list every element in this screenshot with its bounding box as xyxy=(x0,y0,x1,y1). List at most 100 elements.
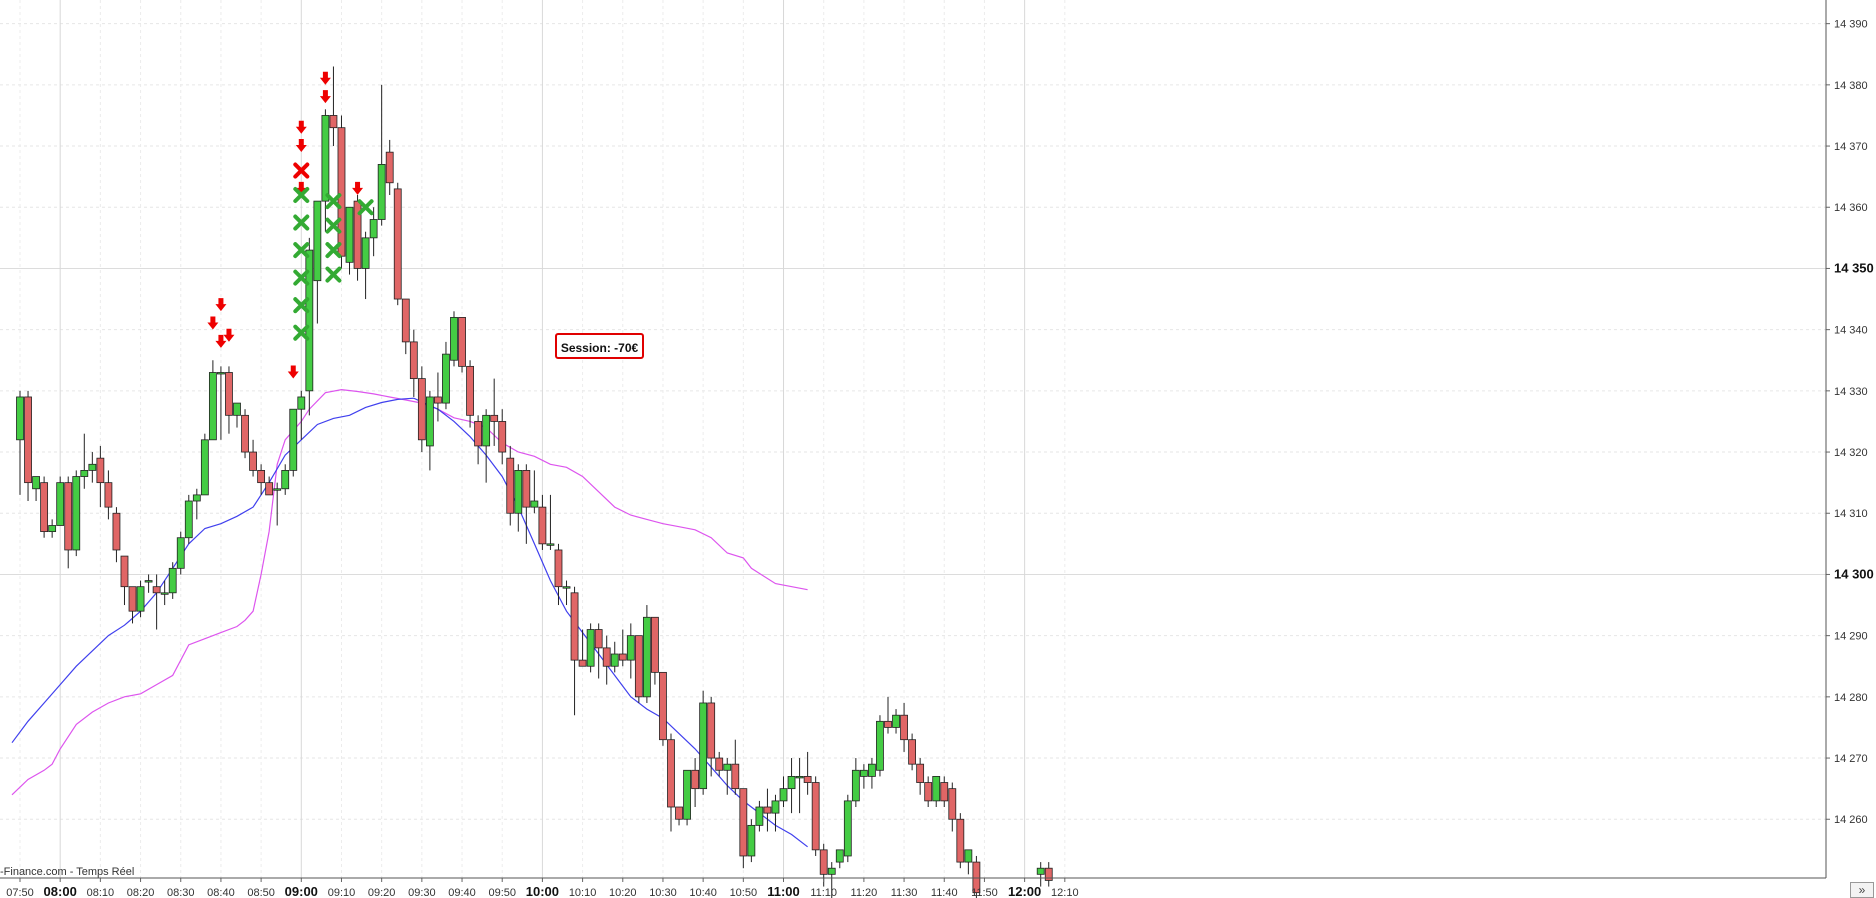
candle xyxy=(964,849,973,875)
scroll-right-button[interactable]: » xyxy=(1850,882,1874,898)
x-tick-label: 08:50 xyxy=(247,887,275,898)
candle xyxy=(594,623,603,679)
candle-body xyxy=(884,720,892,728)
y-tick-label: 14 390 xyxy=(1834,19,1868,31)
candle-body xyxy=(128,586,137,612)
candle xyxy=(385,139,394,196)
candle-body xyxy=(634,635,643,698)
sell-arrow-icon xyxy=(319,90,331,104)
x-stroke xyxy=(293,297,310,314)
candle xyxy=(64,476,73,569)
candle xyxy=(747,819,756,863)
candle-body xyxy=(715,757,724,771)
candle xyxy=(940,776,949,808)
candle-body xyxy=(723,763,732,771)
candle xyxy=(482,409,491,483)
x-stroke xyxy=(293,162,310,179)
candle-body xyxy=(892,714,900,728)
candle xyxy=(651,616,659,685)
candle-body xyxy=(787,776,796,790)
candle-body xyxy=(450,317,458,361)
candle-body xyxy=(88,463,97,471)
candle-body xyxy=(297,396,306,410)
candle xyxy=(72,470,81,557)
candle-body xyxy=(144,580,153,583)
candle xyxy=(466,360,474,428)
candle-body xyxy=(924,782,933,802)
x-tick-label: 09:10 xyxy=(328,887,356,898)
candle xyxy=(249,439,257,477)
candle-body xyxy=(40,482,49,533)
x-tick-label: 11:40 xyxy=(931,887,958,898)
sell-arrow-icon xyxy=(215,298,227,312)
candle xyxy=(40,476,49,538)
candle xyxy=(208,360,217,441)
candle-body xyxy=(916,763,925,783)
candle xyxy=(425,390,434,471)
candle-body xyxy=(747,824,756,857)
sell-arrow-icon xyxy=(223,328,235,342)
candle xyxy=(570,586,579,716)
x-tick-label: 11:00 xyxy=(767,884,800,898)
buy-exit-x-icon xyxy=(293,324,310,341)
candle xyxy=(522,464,531,544)
y-tick-label: 14 260 xyxy=(1834,814,1868,826)
candle xyxy=(305,237,314,416)
candle-body xyxy=(835,849,844,863)
candle xyxy=(876,715,884,777)
candle-body xyxy=(385,151,394,184)
x-tick-label: 10:00 xyxy=(526,884,559,898)
x-stroke xyxy=(325,193,342,210)
candle xyxy=(827,862,836,898)
y-tick-label: 14 330 xyxy=(1834,386,1868,398)
y-tick-label: 14 380 xyxy=(1834,80,1868,92)
y-tick-label: 14 360 xyxy=(1834,202,1868,214)
candle xyxy=(289,408,298,477)
y-tick-label: 14 350 xyxy=(1834,260,1874,275)
candle xyxy=(884,696,892,734)
x-tick-label: 09:00 xyxy=(285,884,318,898)
candle xyxy=(233,402,241,428)
candle xyxy=(24,390,32,502)
candle xyxy=(16,390,24,495)
candle xyxy=(458,317,466,373)
buy-exit-x-icon xyxy=(293,214,310,231)
candle-body xyxy=(490,414,499,422)
candle xyxy=(184,494,193,544)
candle xyxy=(683,769,691,826)
candle-body xyxy=(474,421,483,447)
candle xyxy=(948,782,957,832)
moving-average-layer xyxy=(11,388,808,848)
candle-body xyxy=(217,372,225,375)
x-tick-label: 09:30 xyxy=(408,887,436,898)
x-tick-label: 11:50 xyxy=(971,887,998,898)
candle-body xyxy=(289,408,298,471)
sell-exit-x-icon xyxy=(293,162,310,179)
candle-body xyxy=(498,421,507,453)
candle xyxy=(136,580,145,618)
candle xyxy=(618,629,627,667)
candle xyxy=(409,329,418,397)
candle-body xyxy=(249,451,257,471)
x-stroke xyxy=(325,242,342,259)
candle-body xyxy=(393,188,402,300)
candle-body xyxy=(514,470,523,514)
candle xyxy=(924,776,933,808)
signals-layer xyxy=(207,71,374,379)
candle xyxy=(353,195,362,281)
candle xyxy=(715,751,724,777)
candle-body xyxy=(225,372,233,416)
candle-body xyxy=(699,702,708,790)
y-tick-label: 14 320 xyxy=(1834,447,1868,459)
y-tick-label: 14 270 xyxy=(1834,753,1868,765)
x-tick-label: 09:20 xyxy=(368,887,396,898)
candle-body xyxy=(353,200,362,269)
candle xyxy=(257,464,266,495)
x-stroke xyxy=(293,324,310,341)
candle xyxy=(723,758,732,795)
candle-body xyxy=(345,206,354,263)
candle-body xyxy=(667,739,675,808)
